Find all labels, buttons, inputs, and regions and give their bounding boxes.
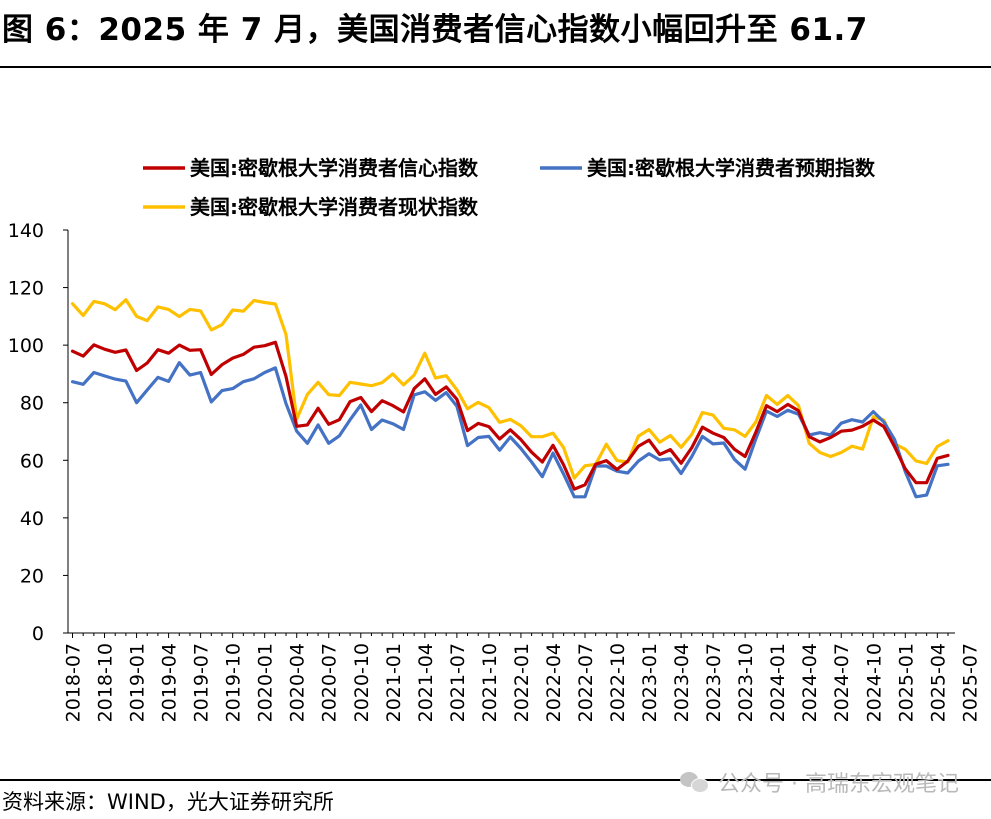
- top-divider: [0, 66, 991, 68]
- legend-label-3: 美国:密歇根大学消费者现状指数: [190, 195, 479, 219]
- x-tick-label: 2020-10: [351, 643, 373, 722]
- x-tick-label: 2019-07: [191, 643, 213, 722]
- x-tick-label: 2019-04: [159, 643, 181, 722]
- wechat-icon: [680, 770, 710, 794]
- x-tick-label: 2023-01: [639, 643, 661, 722]
- x-tick-label: 2020-04: [287, 643, 309, 722]
- series-line-1: [70, 340, 950, 491]
- x-tick-label: 2021-07: [447, 643, 469, 722]
- y-tick-label: 80: [20, 393, 44, 415]
- watermark-text: 公众号 · 高瑞东宏观笔记: [718, 772, 959, 797]
- legend-label-1: 美国:密歇根大学消费者信心指数: [190, 156, 479, 180]
- x-tick-label: 2024-10: [863, 643, 885, 722]
- x-tick-label: 2024-01: [767, 643, 789, 722]
- x-tick-label: 2020-01: [255, 643, 277, 722]
- y-tick-label: 20: [20, 565, 44, 587]
- x-tick-label: 2023-07: [703, 643, 725, 722]
- x-tick-label: 2018-07: [63, 643, 85, 722]
- x-tick-label: 2024-04: [799, 643, 821, 722]
- y-tick-label: 140: [8, 220, 44, 242]
- watermark: 公众号 · 高瑞东宏观笔记: [680, 766, 959, 798]
- x-tick-label: 2022-01: [511, 643, 533, 722]
- chart-legend: 美国:密歇根大学消费者信心指数 美国:密歇根大学消费者预期指数美国:密歇根大学消费…: [143, 156, 876, 219]
- x-tick-label: 2023-10: [735, 643, 757, 722]
- bottom-divider: [0, 779, 991, 781]
- line-chart: 美国:密歇根大学消费者信心指数 美国:密歇根大学消费者预期指数美国:密歇根大学消费…: [8, 156, 982, 722]
- x-tick-label: 2024-07: [831, 643, 853, 722]
- x-tick-label: 2023-04: [671, 643, 693, 722]
- x-tick-label: 2025-04: [927, 643, 949, 722]
- y-tick-label: 100: [8, 335, 44, 357]
- x-tick-label: 2020-07: [319, 643, 341, 722]
- x-tick-label: 2022-07: [575, 643, 597, 722]
- x-tick-label: 2025-01: [895, 643, 917, 722]
- legend-label-2: 美国:密歇根大学消费者预期指数: [587, 156, 876, 180]
- y-tick-label: 0: [32, 623, 44, 645]
- chart-series: [70, 298, 950, 499]
- source-note: 资料来源：WIND，光大证券研究所: [2, 790, 334, 814]
- chart-axes: 0 20 40 60 80 100 120 140 2018-07 2018-10 2019-01 2…: [8, 220, 982, 722]
- y-tick-label: 120: [8, 278, 44, 300]
- y-tick-label: 60: [20, 450, 44, 472]
- x-tick-label: 2021-01: [383, 643, 405, 722]
- x-tick-label: 2025-07: [959, 643, 981, 722]
- x-tick-label: 2021-04: [415, 643, 437, 722]
- chart-title: 图 6：2025 年 7 月，美国消费者信心指数小幅回升至 61.7: [2, 12, 868, 48]
- x-tick-label: 2019-10: [223, 643, 245, 722]
- y-tick-label: 40: [20, 508, 44, 530]
- x-tick-label: 2022-04: [543, 643, 565, 722]
- x-tick-label: 2018-10: [95, 643, 117, 722]
- x-tick-label: 2019-01: [127, 643, 149, 722]
- series-line-3: [70, 298, 950, 480]
- x-tick-label: 2022-10: [607, 643, 629, 722]
- x-tick-label: 2021-10: [479, 643, 501, 722]
